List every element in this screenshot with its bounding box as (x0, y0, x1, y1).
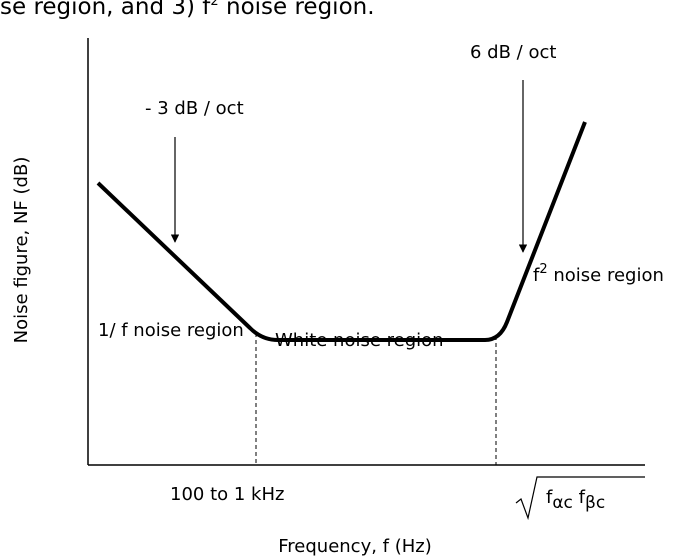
sqrt-sign (515, 476, 645, 521)
region-label: White noise region (275, 330, 444, 351)
corner-text: f (573, 487, 586, 508)
region-text: f (533, 265, 540, 286)
caption-text: se region, and 3) f (0, 0, 211, 20)
corner-label: 100 to 1 kHz (170, 484, 284, 505)
region-sup: 2 (539, 262, 547, 277)
caption-text: noise region. (219, 0, 375, 20)
y-axis-label: Noise figure, NF (dB) (11, 157, 32, 344)
slope-label: 6 dB / oct (470, 42, 556, 63)
corner-sub: βc (585, 493, 605, 513)
caption: se region, and 3) f2 noise region. (0, 0, 375, 20)
corner-sub: αc (552, 493, 573, 513)
caption-sup: 2 (210, 0, 218, 9)
region-label: 1/ f noise region (98, 320, 244, 341)
corner-label: fαc fβc (546, 487, 605, 513)
noise-curve (96, 121, 587, 342)
x-axis-label: Frequency, f (Hz) (278, 536, 432, 557)
region-text: noise region (548, 265, 664, 286)
slope-label: - 3 dB / oct (145, 98, 244, 119)
region-label: f2 noise region (533, 262, 664, 286)
corner-text: f (546, 487, 553, 508)
